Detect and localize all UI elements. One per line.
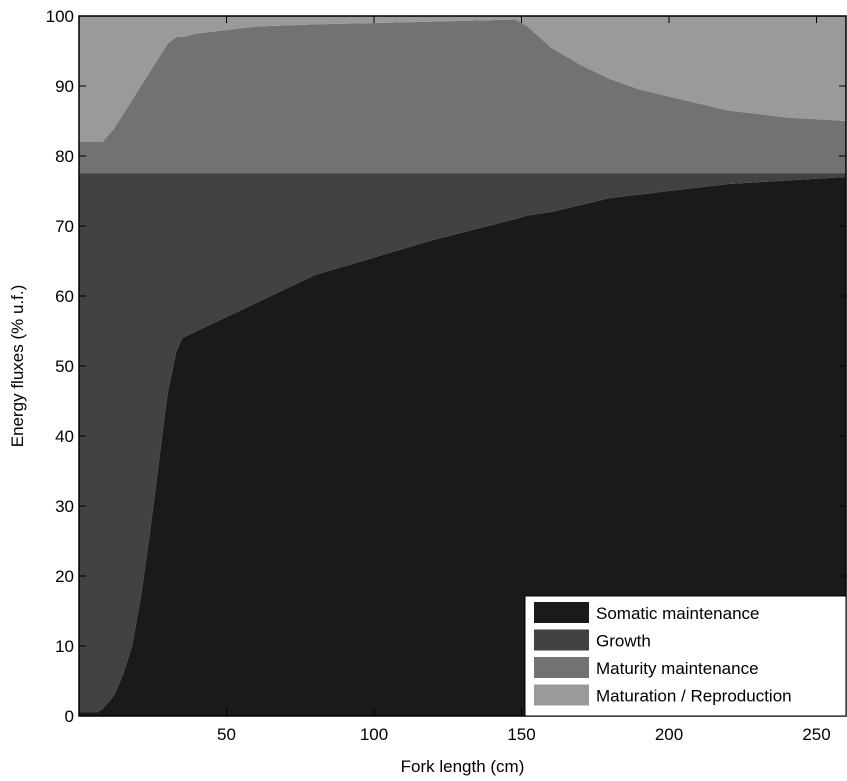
y-tick-label: 70	[55, 217, 74, 236]
y-tick-label: 100	[46, 7, 74, 26]
y-tick-label: 10	[55, 637, 74, 656]
x-tick-label: 200	[655, 725, 683, 744]
legend: Somatic maintenance Growth Maturity mainte…	[524, 595, 847, 717]
axis-ticks: 50 100 150 200 250 0 10 20 30 40 50 60 70 80 90 100	[46, 7, 846, 744]
y-tick-label: 0	[65, 707, 74, 726]
legend-swatch	[534, 657, 589, 678]
area-series-2	[79, 19, 846, 174]
area-series-3	[79, 16, 846, 142]
x-tick-label: 50	[217, 725, 236, 744]
y-tick-label: 50	[55, 357, 74, 376]
y-tick-label: 60	[55, 287, 74, 306]
x-axis-label: Fork length (cm)	[401, 757, 525, 776]
y-tick-label: 40	[55, 427, 74, 446]
legend-swatch	[534, 629, 589, 651]
legend-label: Maturation / Reproduction	[596, 687, 792, 706]
area-layers	[79, 16, 846, 716]
area-series-1	[79, 173, 846, 713]
area-series-0	[79, 177, 846, 716]
legend-swatch	[534, 602, 589, 623]
legend-label: Somatic maintenance	[596, 604, 759, 623]
legend-label: Growth	[596, 632, 651, 651]
x-tick-label: 250	[802, 725, 830, 744]
x-tick-label: 150	[507, 725, 535, 744]
legend-swatch	[534, 684, 589, 706]
y-tick-label: 80	[55, 147, 74, 166]
x-tick-label: 100	[360, 725, 388, 744]
y-axis-label: Energy fluxes (% u.f.)	[8, 285, 27, 448]
y-tick-label: 30	[55, 497, 74, 516]
y-tick-label: 90	[55, 77, 74, 96]
y-tick-label: 20	[55, 567, 74, 586]
legend-label: Maturity maintenance	[596, 659, 759, 678]
